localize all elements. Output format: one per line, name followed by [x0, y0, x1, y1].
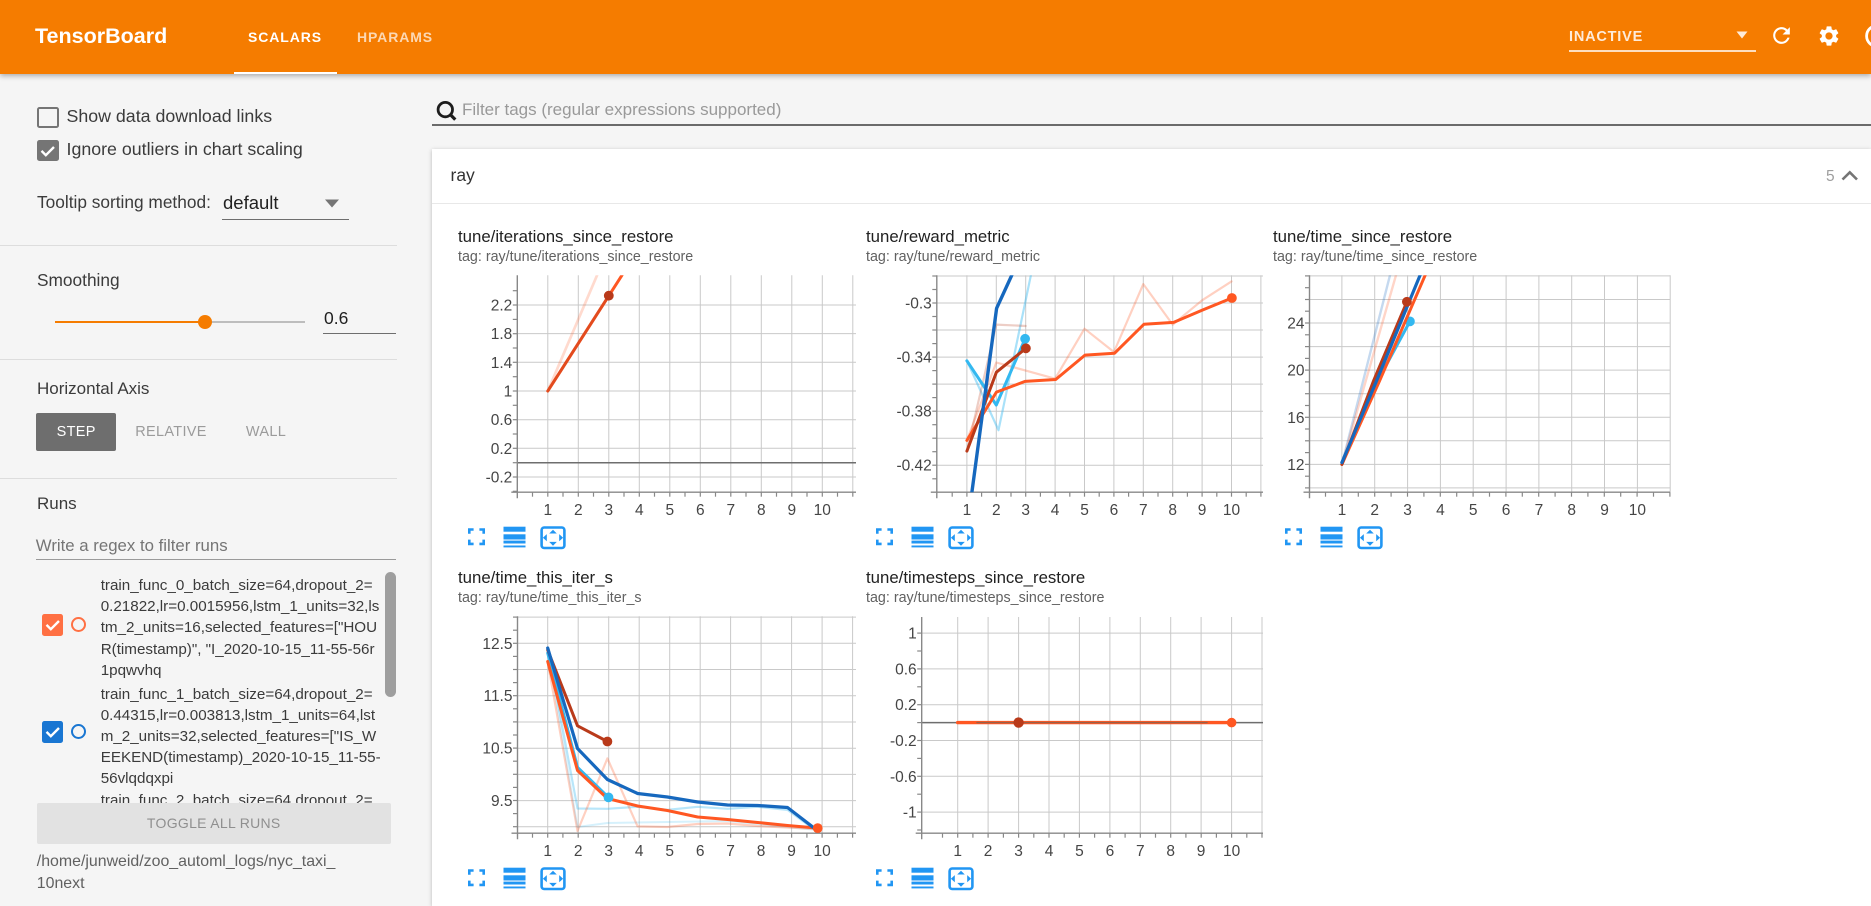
svg-text:9: 9 [787, 843, 796, 860]
svg-text:1: 1 [953, 843, 962, 860]
svg-text:5: 5 [665, 502, 674, 519]
svg-text:9: 9 [1198, 502, 1207, 519]
svg-text:4: 4 [1051, 502, 1060, 519]
svg-text:16: 16 [1287, 410, 1304, 427]
svg-text:24: 24 [1287, 316, 1305, 333]
svg-text:1: 1 [543, 502, 552, 519]
svg-text:4: 4 [635, 843, 644, 860]
svg-text:6: 6 [1106, 843, 1115, 860]
svg-text:4: 4 [1045, 843, 1054, 860]
svg-text:3: 3 [1021, 502, 1030, 519]
svg-text:8: 8 [1567, 502, 1576, 519]
svg-text:1: 1 [963, 502, 972, 519]
svg-text:10: 10 [1223, 843, 1241, 860]
svg-text:10.5: 10.5 [482, 741, 512, 758]
svg-text:1.4: 1.4 [491, 355, 513, 372]
svg-text:3: 3 [604, 843, 613, 860]
svg-text:5: 5 [665, 843, 674, 860]
svg-text:8: 8 [757, 502, 766, 519]
svg-text:10: 10 [1629, 502, 1647, 519]
svg-text:9.5: 9.5 [491, 793, 513, 810]
svg-text:6: 6 [1502, 502, 1511, 519]
svg-text:-0.34: -0.34 [896, 350, 932, 367]
svg-text:8: 8 [1168, 502, 1177, 519]
svg-text:5: 5 [1075, 843, 1084, 860]
svg-text:-0.38: -0.38 [896, 404, 931, 421]
svg-text:0.6: 0.6 [491, 412, 513, 429]
svg-text:7: 7 [1136, 843, 1145, 860]
svg-text:10: 10 [814, 502, 832, 519]
svg-text:11.5: 11.5 [483, 688, 512, 705]
svg-text:-0.3: -0.3 [905, 296, 932, 313]
svg-text:1: 1 [908, 626, 917, 643]
svg-text:7: 7 [1535, 502, 1544, 519]
svg-text:20: 20 [1287, 363, 1305, 380]
svg-text:3: 3 [1014, 843, 1023, 860]
svg-text:5: 5 [1469, 502, 1478, 519]
svg-text:6: 6 [696, 843, 705, 860]
svg-text:2.2: 2.2 [491, 298, 513, 315]
svg-text:2: 2 [992, 502, 1001, 519]
svg-text:-0.6: -0.6 [890, 769, 917, 786]
svg-text:6: 6 [1110, 502, 1119, 519]
svg-text:4: 4 [1436, 502, 1445, 519]
svg-text:2: 2 [1370, 502, 1379, 519]
svg-text:2: 2 [984, 843, 993, 860]
svg-text:6: 6 [696, 502, 705, 519]
svg-text:5: 5 [1080, 502, 1089, 519]
svg-text:2: 2 [574, 502, 583, 519]
svg-text:1: 1 [504, 384, 513, 401]
svg-text:0.6: 0.6 [895, 661, 917, 678]
svg-text:7: 7 [726, 502, 735, 519]
svg-text:8: 8 [1166, 843, 1175, 860]
svg-text:1: 1 [543, 843, 552, 860]
svg-text:1: 1 [1338, 502, 1347, 519]
svg-text:-0.2: -0.2 [486, 470, 513, 487]
svg-text:9: 9 [1600, 502, 1609, 519]
svg-text:-0.2: -0.2 [890, 733, 917, 750]
svg-text:-1: -1 [903, 805, 917, 822]
svg-text:7: 7 [1139, 502, 1148, 519]
svg-text:10: 10 [1223, 502, 1241, 519]
svg-text:10: 10 [813, 843, 831, 860]
svg-text:9: 9 [1197, 843, 1206, 860]
svg-text:1.8: 1.8 [491, 326, 513, 343]
svg-text:8: 8 [757, 843, 766, 860]
svg-text:2: 2 [574, 843, 583, 860]
svg-text:7: 7 [726, 843, 735, 860]
svg-text:4: 4 [635, 502, 644, 519]
svg-text:0.2: 0.2 [895, 697, 917, 714]
svg-text:3: 3 [1403, 502, 1412, 519]
svg-text:9: 9 [787, 502, 796, 519]
svg-text:0.2: 0.2 [491, 441, 513, 458]
svg-text:-0.42: -0.42 [896, 458, 931, 475]
svg-text:3: 3 [604, 502, 613, 519]
svg-text:12: 12 [1287, 457, 1304, 474]
svg-text:12.5: 12.5 [482, 636, 512, 653]
